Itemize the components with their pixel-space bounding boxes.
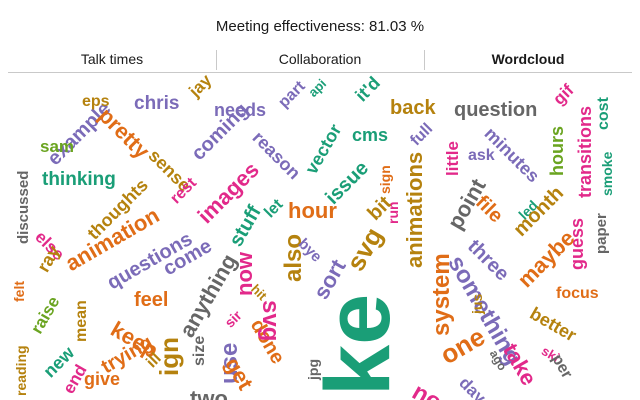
wordcloud-word: cost bbox=[595, 97, 612, 130]
wordcloud-word: transitions bbox=[575, 105, 595, 198]
wordcloud-word: jay bbox=[185, 74, 216, 101]
wordcloud-word: little bbox=[443, 141, 462, 176]
wordcloud-word: api bbox=[305, 76, 330, 100]
wordcloud-word: sam bbox=[40, 137, 75, 156]
tab-wordcloud[interactable]: Wordcloud bbox=[424, 46, 632, 72]
wordcloud-word: felt bbox=[11, 281, 27, 302]
wordcloud-word: animations bbox=[402, 151, 427, 268]
wordcloud-word: run bbox=[385, 201, 401, 224]
wordcloud-word: ke bbox=[307, 293, 409, 396]
wordcloud-word: hours bbox=[547, 125, 567, 176]
wordcloud-word: ask bbox=[468, 147, 495, 164]
wordcloud-word: question bbox=[454, 99, 538, 121]
wordcloud-word: cms bbox=[352, 125, 389, 145]
wordcloud-word: eps bbox=[82, 93, 110, 110]
wordcloud-word: two bbox=[190, 386, 228, 400]
page-title: Meeting effectiveness: 81.03 % bbox=[215, 18, 425, 35]
wordcloud-word: chris bbox=[134, 93, 180, 114]
wordcloud-word: let bbox=[261, 196, 287, 222]
wordcloud-word: per bbox=[548, 351, 576, 382]
wordcloud-word: stuff bbox=[225, 201, 266, 251]
wordcloud-word: day bbox=[455, 373, 490, 400]
wordcloud-word: back bbox=[390, 97, 436, 119]
wordcloud-word: it'd bbox=[351, 74, 385, 106]
wordcloud-word: mean bbox=[73, 300, 90, 342]
wordcloud-word: gif bbox=[549, 80, 578, 109]
wordcloud-word: smoke bbox=[599, 151, 615, 196]
wordcloud: example eps pretty chris jay needs part api it'd… bbox=[0, 74, 640, 400]
wordcloud-word: needs bbox=[214, 100, 267, 120]
wordcloud-word: no bbox=[407, 378, 447, 400]
tab-bar: Talk times Collaboration Wordcloud bbox=[8, 46, 632, 73]
wordcloud-word: thinking bbox=[42, 169, 116, 190]
wordcloud-word: sign bbox=[377, 165, 393, 194]
tab-collaboration[interactable]: Collaboration bbox=[216, 46, 424, 72]
header: Meeting effectiveness: 81.03 % bbox=[0, 0, 640, 46]
wordcloud-word: hour bbox=[288, 198, 337, 223]
wordcloud-word: full bbox=[407, 120, 437, 150]
wordcloud-word: focus bbox=[556, 285, 599, 302]
wordcloud-word: feel bbox=[134, 289, 169, 311]
wordcloud-word: jpg bbox=[305, 359, 321, 380]
wordcloud-word: jus bbox=[469, 293, 485, 314]
wordcloud-word: discussed bbox=[15, 170, 32, 244]
wordcloud-word: svg bbox=[257, 300, 284, 342]
wordcloud-word: part bbox=[275, 77, 309, 112]
wordcloud-word: better bbox=[526, 303, 580, 346]
wordcloud-word: raise bbox=[27, 293, 64, 337]
wordcloud-word: take bbox=[498, 339, 542, 390]
wordcloud-word: give bbox=[84, 369, 121, 389]
tab-talk-times[interactable]: Talk times bbox=[80, 51, 144, 67]
wordcloud-word: sir bbox=[221, 307, 245, 331]
wordcloud-word: size bbox=[191, 335, 208, 366]
wordcloud-word: reading bbox=[13, 345, 29, 396]
wordcloud-word: paper bbox=[593, 213, 610, 254]
wordcloud-word: vector bbox=[301, 120, 346, 178]
